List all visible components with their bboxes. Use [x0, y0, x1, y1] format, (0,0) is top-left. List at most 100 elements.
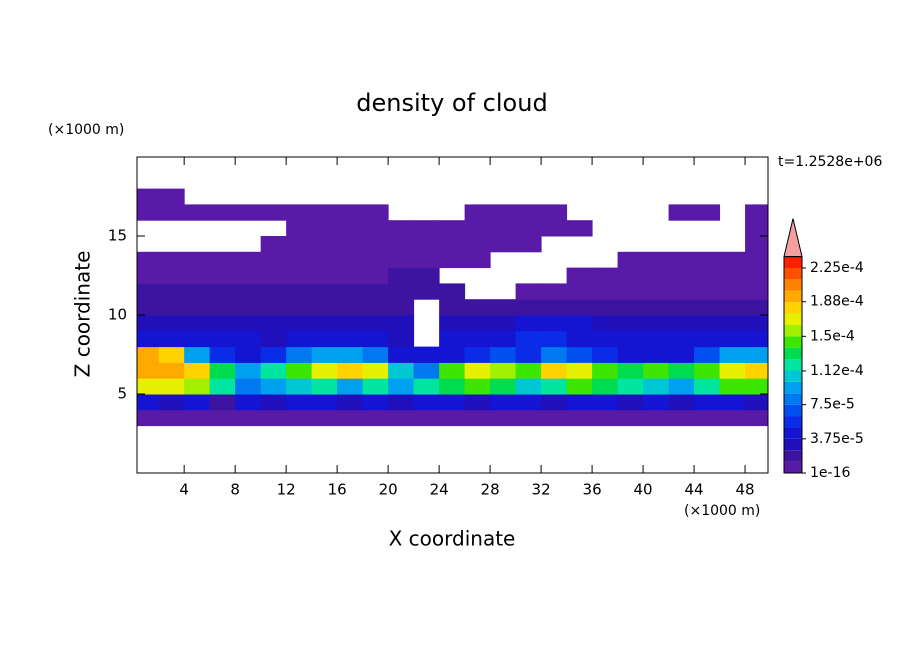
colorbar-frame: [783, 256, 803, 474]
contour-cell: [137, 394, 160, 411]
contour-cell: [184, 267, 211, 284]
contour-cell: [260, 236, 287, 253]
contour-cell: [592, 267, 619, 284]
contour-cell: [464, 251, 491, 269]
contour-cell: [337, 330, 364, 348]
colorbar-band: [784, 336, 802, 348]
colorbar-band: [784, 313, 802, 325]
contour-cell: [592, 330, 619, 348]
contour-cell: [235, 251, 262, 269]
contour-cell: [643, 267, 670, 284]
contour-cell: [668, 315, 695, 332]
contour-cell: [643, 378, 670, 395]
contour-cell: [694, 378, 721, 395]
contour-cell: [719, 283, 746, 300]
contour-cell: [643, 346, 670, 363]
contour-cell: [260, 362, 287, 379]
contour-cell: [745, 236, 768, 253]
contour-cell: [137, 267, 160, 284]
contour-cell: [490, 315, 517, 332]
contour-cell: [184, 378, 211, 395]
contour-cell: [388, 315, 415, 332]
contour-cell: [490, 362, 517, 379]
contour-cell: [209, 267, 236, 284]
contour-cell: [311, 362, 338, 379]
contour-cell: [694, 346, 721, 363]
contour-cell: [337, 378, 364, 395]
contour-cell: [388, 299, 415, 316]
contour-cell: [515, 220, 542, 237]
contour-cell: [668, 204, 695, 221]
contour-cell: [668, 267, 695, 284]
contour-cell: [388, 220, 415, 237]
contour-cell: [184, 251, 211, 269]
contour-cell: [209, 362, 236, 379]
contour-cell: [286, 315, 313, 332]
contour-cell: [184, 299, 211, 316]
contour-cell: [286, 267, 313, 284]
contour-cell: [362, 346, 389, 363]
contour-cell: [643, 330, 670, 348]
contour-cell: [184, 394, 211, 411]
contour-cell: [694, 394, 721, 411]
contour-cell: [337, 346, 364, 363]
colorbar-band: [784, 450, 802, 462]
contour-cell: [592, 346, 619, 363]
contour-cell: [260, 299, 287, 316]
contour-cell: [745, 330, 768, 348]
colorbar-band: [784, 290, 802, 303]
contour-cell: [235, 204, 262, 221]
contour-cell: [668, 409, 695, 427]
colorbar-tick-label: 7.5e-5: [810, 397, 855, 413]
contour-cell: [566, 267, 593, 284]
contour-cell: [362, 236, 389, 253]
contour-cell: [566, 283, 593, 300]
contour-cell: [515, 283, 542, 300]
contour-cell: [158, 315, 185, 332]
x-tick-label: 44: [685, 481, 704, 499]
x-axis-label: X coordinate: [389, 527, 516, 551]
contour-cell: [158, 378, 185, 395]
contour-cell: [541, 220, 568, 237]
contour-cell: [286, 251, 313, 269]
contour-cell: [745, 220, 768, 237]
contour-cell: [337, 362, 364, 379]
colorbar-band: [784, 416, 802, 428]
contour-cell: [137, 378, 160, 395]
contour-cell: [158, 394, 185, 411]
contour-cell: [158, 346, 185, 363]
contour-cell: [260, 204, 287, 221]
x-tick-label: 48: [736, 481, 755, 499]
contour-cell: [184, 204, 211, 221]
x-tick-label: 28: [481, 481, 500, 499]
contour-cell: [158, 188, 185, 205]
colorbar-band: [784, 279, 802, 291]
contour-cell: [745, 409, 768, 427]
contour-cell: [311, 315, 338, 332]
contour-cell: [235, 315, 262, 332]
contour-cell: [668, 251, 695, 269]
contour-cell: [464, 330, 491, 348]
contour-cell: [515, 236, 542, 253]
contour-cell: [668, 378, 695, 395]
contour-cell: [490, 204, 517, 221]
contour-cell: [719, 362, 746, 379]
contour-cell: [464, 394, 491, 411]
contour-cell: [592, 315, 619, 332]
colorbar-tick-label: 1e-16: [810, 465, 850, 481]
colorbar-tick-label: 3.75e-5: [810, 431, 864, 447]
contour-cell: [490, 394, 517, 411]
contour-cell: [413, 362, 440, 379]
colorbar-band: [784, 370, 802, 382]
contour-cell: [388, 251, 415, 269]
contour-cell: [745, 251, 768, 269]
contour-cell: [592, 394, 619, 411]
contour-cell: [184, 283, 211, 300]
y-axis-label: Z coordinate: [71, 251, 95, 378]
colorbar-band: [784, 359, 802, 371]
contour-cell: [362, 283, 389, 300]
contour-cell: [668, 330, 695, 348]
contour-cell: [209, 378, 236, 395]
contour-cell: [745, 267, 768, 284]
